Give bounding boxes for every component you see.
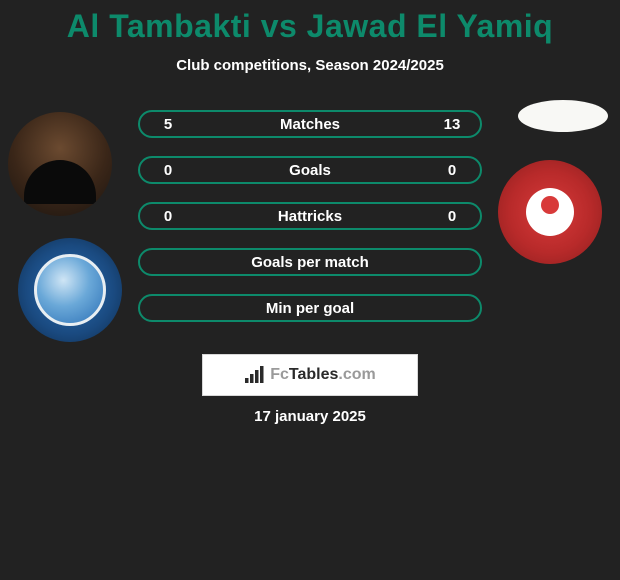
- stat-label: Hattricks: [178, 208, 442, 225]
- stat-left-value: 0: [158, 162, 178, 179]
- stat-right-value: 0: [442, 162, 462, 179]
- al-wehda-badge-icon: [526, 188, 574, 236]
- stat-label: Matches: [178, 116, 442, 133]
- stat-row-hattricks: 0 Hattricks 0: [138, 202, 482, 230]
- stat-row-matches: 5 Matches 13: [138, 110, 482, 138]
- al-hilal-badge-icon: [34, 254, 106, 326]
- stats-pill-column: 5 Matches 13 0 Goals 0 0 Hattricks 0 Goa…: [138, 110, 482, 322]
- club-left-badge: [18, 238, 122, 342]
- stat-right-value: 13: [442, 116, 462, 133]
- stat-label: Goals: [178, 162, 442, 179]
- stat-right-value: 0: [442, 208, 462, 225]
- club-right-badge: [498, 160, 602, 264]
- date-label: 17 january 2025: [0, 408, 620, 425]
- stats-area: 5 Matches 13 0 Goals 0 0 Hattricks 0 Goa…: [0, 102, 620, 342]
- player-left-avatar: [8, 112, 112, 216]
- attribution-box: FcTables.com: [202, 354, 418, 396]
- brand-suffix: .com: [338, 366, 375, 383]
- player-right-avatar: [518, 100, 608, 132]
- page-title: Al Tambakti vs Jawad El Yamiq: [0, 8, 620, 45]
- stat-row-min-per-goal: Min per goal: [138, 294, 482, 322]
- stat-label: Min per goal: [158, 300, 462, 317]
- stat-left-value: 0: [158, 208, 178, 225]
- stat-row-goals: 0 Goals 0: [138, 156, 482, 184]
- brand-prefix: Fc: [270, 366, 289, 383]
- stat-left-value: 5: [158, 116, 178, 133]
- stat-label: Goals per match: [158, 254, 462, 271]
- fctables-logo-icon: [244, 366, 264, 384]
- stat-row-goals-per-match: Goals per match: [138, 248, 482, 276]
- attribution-text: FcTables.com: [270, 366, 376, 384]
- subtitle: Club competitions, Season 2024/2025: [0, 57, 620, 74]
- brand-main: Tables: [289, 366, 339, 383]
